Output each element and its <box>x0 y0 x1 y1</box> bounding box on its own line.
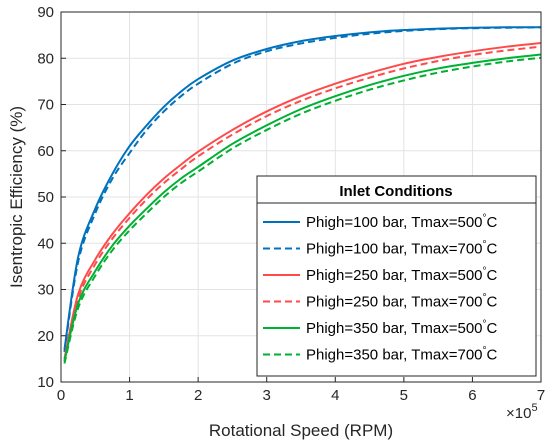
y-tick-label: 30 <box>37 282 54 299</box>
legend-entry-text: Phigh=100 bar, Tmax=700 <box>306 241 483 258</box>
legend-entry-degree: ° <box>483 213 487 224</box>
series-line-5 <box>63 53 542 362</box>
legend-entry-unit: C <box>487 214 498 231</box>
legend-entry-unit: C <box>487 267 498 284</box>
legend-entry-degree: ° <box>483 240 487 251</box>
series-line-2 <box>63 26 542 353</box>
legend-entry-text: Phigh=350 bar, Tmax=700 <box>306 347 483 364</box>
series-line-6 <box>63 56 542 364</box>
legend-entry-unit: C <box>487 347 498 364</box>
y-tick-label: 20 <box>37 328 54 345</box>
x-axis-label: Rotational Speed (RPM) <box>209 421 393 440</box>
x-tick-label: 2 <box>194 387 202 404</box>
legend-entry-text: Phigh=350 bar, Tmax=500 <box>306 320 483 337</box>
y-tick-label: 50 <box>37 189 54 206</box>
legend-entry-label: Phigh=250 bar, Tmax=700°C <box>306 293 498 311</box>
legend-entry-degree: ° <box>483 293 487 304</box>
x-axis-exponent: ×105 <box>506 402 538 422</box>
y-tick-label: 90 <box>37 4 54 21</box>
legend-entry-text: Phigh=100 bar, Tmax=500 <box>306 214 483 231</box>
y-tick-label: 60 <box>37 143 54 160</box>
legend-entry-label: Phigh=350 bar, Tmax=500°C <box>306 319 498 337</box>
legend-entry-text: Phigh=250 bar, Tmax=500 <box>306 267 483 284</box>
series-line-3 <box>63 41 542 360</box>
legend-entry-label: Phigh=100 bar, Tmax=700°C <box>306 240 498 258</box>
legend-entry-unit: C <box>487 241 498 258</box>
x-axis-exponent-power: 5 <box>531 402 537 414</box>
legend-entry-degree: ° <box>483 319 487 330</box>
legend: Inlet Conditions Phigh=100 bar, Tmax=500… <box>256 175 537 377</box>
x-tick-label: 4 <box>331 387 339 404</box>
y-tick-label: 70 <box>37 97 54 114</box>
x-tick-label: 6 <box>468 387 476 404</box>
y-tick-label: 10 <box>37 374 54 391</box>
legend-title: Inlet Conditions <box>339 183 452 200</box>
legend-entry-degree: ° <box>483 266 487 277</box>
series-layer <box>63 26 542 364</box>
legend-entry-unit: C <box>487 294 498 311</box>
series-line-4 <box>63 45 542 362</box>
y-tick-label: 40 <box>37 235 54 252</box>
y-axis-label: Isentropic Efficiency (%) <box>7 106 26 288</box>
legend-entry-unit: C <box>487 320 498 337</box>
x-axis-exponent-base: ×10 <box>506 405 531 422</box>
x-tick-label: 3 <box>263 387 271 404</box>
y-tick-label: 80 <box>37 50 54 67</box>
tick-layer: 0 1 2 3 4 5 6 7 10 20 30 40 50 60 70 80 90 <box>37 4 545 404</box>
series-line-1 <box>63 26 542 350</box>
x-tick-label: 0 <box>57 387 65 404</box>
legend-entry-label: Phigh=100 bar, Tmax=500°C <box>306 213 498 231</box>
legend-entry-label: Phigh=350 bar, Tmax=700°C <box>306 346 498 364</box>
x-tick-label: 7 <box>537 387 545 404</box>
legend-entry-text: Phigh=250 bar, Tmax=700 <box>306 294 483 311</box>
x-tick-label: 1 <box>125 387 133 404</box>
legend-entry-label: Phigh=250 bar, Tmax=500°C <box>306 266 498 284</box>
legend-box <box>256 175 537 377</box>
legend-entry-degree: ° <box>483 346 487 357</box>
x-tick-label: 5 <box>400 387 408 404</box>
